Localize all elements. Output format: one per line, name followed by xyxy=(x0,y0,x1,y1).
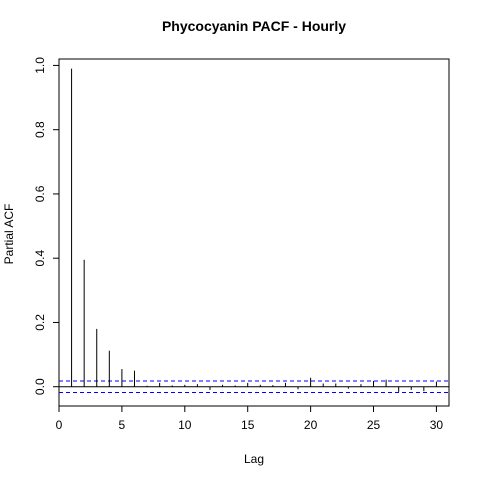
chart-marks: 0 5 10 15 20 25 30 0.0 0.2 0.4 0.6 0.8 1.0 xyxy=(33,57,449,432)
x-tick-label-20: 20 xyxy=(304,418,318,432)
y-tick-label-1: 1.0 xyxy=(33,57,47,74)
y-tick-label-0.2: 0.2 xyxy=(33,314,47,331)
x-tick-label-30: 30 xyxy=(430,418,444,432)
x-tick-label-0: 0 xyxy=(56,418,63,432)
y-tick-label-0.4: 0.4 xyxy=(33,250,47,267)
plot-frame xyxy=(58,58,450,407)
x-axis-label: Lag xyxy=(244,452,264,466)
chart-title: Phycocyanin PACF - Hourly xyxy=(162,18,346,34)
y-tick-label-0.8: 0.8 xyxy=(33,121,47,138)
x-tick-label-25: 25 xyxy=(367,418,381,432)
x-tick-label-15: 15 xyxy=(241,418,255,432)
y-axis-label: Partial ACF xyxy=(2,204,16,265)
x-tick-label-10: 10 xyxy=(178,418,192,432)
y-tick-label-0: 0.0 xyxy=(33,378,47,395)
x-tick-label-5: 5 xyxy=(119,418,126,432)
y-tick-label-0.6: 0.6 xyxy=(33,185,47,202)
